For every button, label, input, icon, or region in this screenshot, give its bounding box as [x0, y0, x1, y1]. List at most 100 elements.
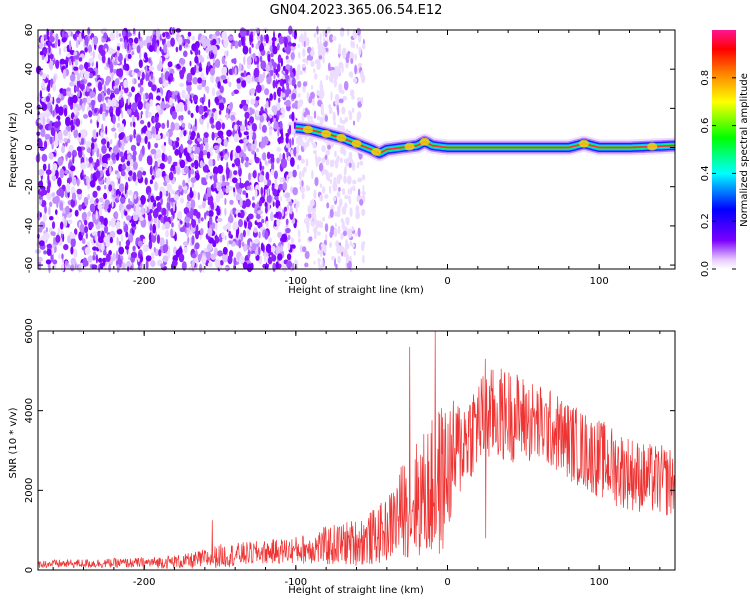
spectrogram-cell	[259, 256, 262, 262]
spectrogram-cell	[127, 154, 131, 163]
spectrogram-cell	[95, 132, 99, 138]
spectrogram-cell	[330, 91, 333, 101]
spectrogram-cell	[180, 114, 184, 121]
spectrogram-cell	[293, 121, 297, 130]
spectrogram-cell	[352, 77, 358, 84]
spectrogram-cell	[334, 222, 337, 228]
spectrogram-cell	[231, 163, 235, 168]
spectrogram-cell	[43, 42, 46, 48]
spectrogram-cell	[194, 50, 198, 56]
spectrogram-cell	[272, 188, 278, 197]
spectrogram-cell	[334, 159, 339, 169]
spectrogram-cell	[280, 244, 284, 253]
spectrogram-cell	[148, 92, 154, 102]
spectrogram-cell	[236, 78, 241, 84]
spectrogram-cell	[99, 224, 105, 229]
spectrogram-cell	[327, 62, 331, 72]
spectrogram-cell	[270, 169, 275, 176]
spectrogram-cell	[170, 207, 174, 216]
spectrogram-cell	[347, 228, 353, 239]
spectrogram-cell	[227, 76, 230, 84]
spectrogram-cell	[93, 251, 97, 256]
spectrogram-cell	[42, 116, 46, 126]
spectrogram-cell	[142, 170, 147, 176]
spectrogram-cell	[160, 263, 165, 268]
spectrogram-cell	[101, 123, 104, 133]
spectrogram-cell	[70, 237, 76, 248]
spectrogram-cell	[120, 213, 124, 219]
spectrogram-cell	[235, 145, 242, 154]
spectrogram-cell	[260, 186, 264, 196]
spectrogram-cell	[117, 68, 124, 78]
spectrogram-cell	[88, 57, 94, 64]
spectrogram-cell	[305, 37, 310, 47]
spectrogram-cell	[246, 99, 250, 105]
snr-series-line	[37, 330, 676, 569]
spectrogram-cell	[324, 154, 328, 160]
spectrogram-cell	[255, 96, 260, 101]
spectrogram-cell	[222, 246, 228, 255]
spectrogram-cell	[258, 73, 264, 84]
spectrogram-cell	[111, 197, 114, 208]
spectrogram-cell	[232, 221, 238, 232]
spectrogram-cell	[138, 199, 141, 206]
spectrogram-cell	[62, 258, 65, 263]
spectrogram-cell	[67, 151, 72, 159]
spectrogram-cell	[241, 241, 245, 247]
spectrogram-cell	[323, 244, 327, 254]
spectrogram-cell	[190, 154, 195, 159]
spectrogram-cell	[46, 118, 50, 124]
spectrogram-cell	[324, 169, 328, 175]
spectrogram-cell	[186, 212, 193, 218]
spectrogram-cell	[48, 152, 54, 160]
spectrogram-cell	[144, 135, 148, 145]
spectrogram-cell	[49, 201, 53, 208]
spectrogram-cell	[291, 92, 297, 100]
spectrogram-cell	[62, 88, 68, 97]
spectrogram-cell	[222, 252, 228, 263]
spectrogram-cell	[207, 171, 213, 177]
spectrogram-cell	[191, 162, 195, 168]
spectrogram-cell	[302, 81, 308, 87]
spectrogram-cell	[121, 144, 125, 151]
spectrogram-cell	[239, 255, 245, 264]
spectrogram-cell	[345, 253, 350, 264]
spectrogram-cell	[219, 102, 225, 111]
spectrogram-cell	[86, 216, 90, 221]
spectrogram-cell	[65, 153, 68, 162]
spectrogram-cell	[287, 242, 291, 251]
spectrogram-cell	[136, 113, 140, 121]
spectrogram-cell	[123, 79, 129, 88]
spectrogram-cell	[203, 194, 206, 200]
spectrogram-cell	[206, 187, 212, 195]
spectrogram-cell	[272, 62, 278, 68]
spectrogram-cell	[349, 207, 353, 218]
spectrogram-cell	[196, 211, 201, 219]
spectrogram-ridge-peak	[419, 137, 430, 146]
colorbar-tick-label: 0.2	[700, 213, 711, 229]
spectrogram-cell	[275, 79, 278, 89]
spectrogram-cell	[238, 62, 242, 71]
spectrogram-cell	[281, 159, 287, 169]
spectrogram-cell	[268, 237, 273, 244]
spectrogram-cell	[39, 212, 42, 218]
spectrogram-cell	[130, 158, 134, 167]
spectrogram-cell	[118, 84, 121, 92]
spectrogram-cell	[61, 37, 67, 43]
spectrogram-cell	[359, 199, 364, 206]
spectrogram-cell	[192, 77, 199, 85]
snr-y-label: SNR (10 * v/v)	[8, 407, 19, 478]
spectrogram-cell	[57, 106, 64, 116]
spectrogram-cell	[350, 58, 354, 64]
spectrogram-cell	[133, 193, 137, 200]
spectrogram-cell	[40, 36, 44, 45]
spectrogram-cell	[55, 136, 59, 145]
spectrogram-cell	[165, 229, 169, 238]
spectrogram-cell	[239, 197, 243, 208]
spectrogram-cell	[130, 252, 137, 258]
spectrogram-cell	[137, 240, 143, 247]
spectrogram-cell	[286, 174, 289, 184]
spectrogram-cell	[234, 40, 239, 49]
spectrogram-cell	[317, 258, 321, 263]
spectrogram-cell	[39, 89, 43, 99]
